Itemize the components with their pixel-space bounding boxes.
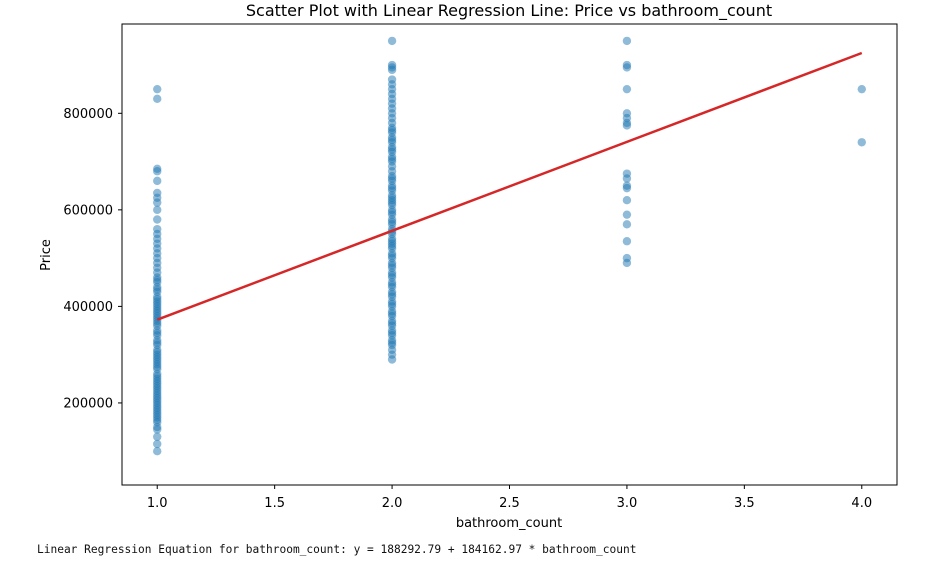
- data-point: [387, 125, 397, 135]
- data-point: [387, 251, 397, 260]
- data-point: [153, 176, 162, 186]
- data-point: [387, 355, 397, 364]
- data-point: [153, 319, 162, 328]
- data-point: [387, 135, 397, 145]
- data-point: [153, 377, 162, 386]
- data-point: [622, 174, 632, 183]
- plot-frame: [121, 23, 898, 486]
- chart-title: Scatter Plot with Linear Regression Line…: [246, 1, 772, 21]
- data-point: [153, 447, 162, 456]
- data-point: [622, 195, 632, 205]
- data-point: [387, 145, 397, 154]
- data-point: [153, 299, 162, 309]
- data-point: [387, 36, 397, 46]
- data-point: [387, 270, 397, 280]
- data-point: [153, 425, 162, 434]
- data-point: [153, 205, 162, 215]
- data-point: [387, 241, 397, 251]
- data-point: [387, 309, 397, 318]
- regression-line: [156, 51, 863, 321]
- data-point: [622, 210, 632, 219]
- data-point: [153, 338, 162, 347]
- data-point: [153, 84, 162, 94]
- data-point: [622, 63, 632, 72]
- data-point: [387, 183, 397, 193]
- x-tick-label: 2.5: [499, 496, 520, 511]
- y-axis-label: Price: [39, 239, 54, 271]
- data-point: [387, 290, 397, 299]
- y-tick-label: 600000: [63, 203, 113, 218]
- data-point: [857, 84, 866, 94]
- data-point: [857, 138, 866, 147]
- x-tick-label: 3.0: [617, 496, 638, 511]
- data-point: [153, 198, 162, 207]
- data-point: [153, 94, 162, 104]
- data-point: [387, 319, 397, 328]
- data-point: [387, 174, 397, 183]
- data-point: [622, 258, 632, 268]
- data-point: [622, 237, 632, 246]
- data-point: [153, 348, 162, 357]
- data-point: [153, 415, 162, 425]
- x-axis-ticks: 1.0 1.5 2.0 2.5 3.0 3.5 4.0: [147, 485, 872, 511]
- y-tick-label: 800000: [63, 107, 113, 122]
- data-point: [387, 328, 397, 338]
- data-point: [153, 328, 162, 338]
- data-point: [153, 432, 162, 441]
- data-point: [622, 121, 632, 130]
- data-point: [153, 396, 162, 405]
- regression-equation-text: Linear Regression Equation for bathroom_…: [37, 543, 637, 556]
- x-tick-label: 3.5: [734, 496, 755, 511]
- data-point: [387, 217, 397, 227]
- data-point: [153, 215, 162, 224]
- data-point: [153, 275, 162, 285]
- data-point: [622, 84, 632, 94]
- data-point: [387, 65, 397, 75]
- data-point: [153, 309, 162, 318]
- data-point: [153, 285, 162, 294]
- data-point: [622, 220, 632, 229]
- y-tick-label: 200000: [63, 396, 113, 411]
- data-point: [622, 36, 632, 46]
- data-points: [153, 36, 866, 456]
- y-axis-ticks: 200000 400000 600000 800000: [63, 107, 122, 411]
- y-tick-label: 400000: [63, 300, 113, 315]
- data-point: [387, 299, 397, 309]
- data-point: [387, 154, 397, 164]
- data-point: [153, 362, 162, 371]
- data-point: [387, 261, 397, 270]
- data-point: [387, 338, 397, 347]
- x-tick-label: 1.0: [147, 496, 168, 511]
- data-point: [387, 208, 397, 217]
- x-tick-label: 2.0: [382, 496, 403, 511]
- data-point: [622, 183, 632, 193]
- data-point: [387, 198, 397, 207]
- x-tick-label: 1.5: [264, 496, 285, 511]
- x-tick-label: 4.0: [851, 496, 872, 511]
- data-point: [387, 280, 397, 289]
- x-axis-label: bathroom_count: [456, 516, 562, 531]
- data-point: [153, 167, 162, 176]
- data-point: [153, 439, 162, 449]
